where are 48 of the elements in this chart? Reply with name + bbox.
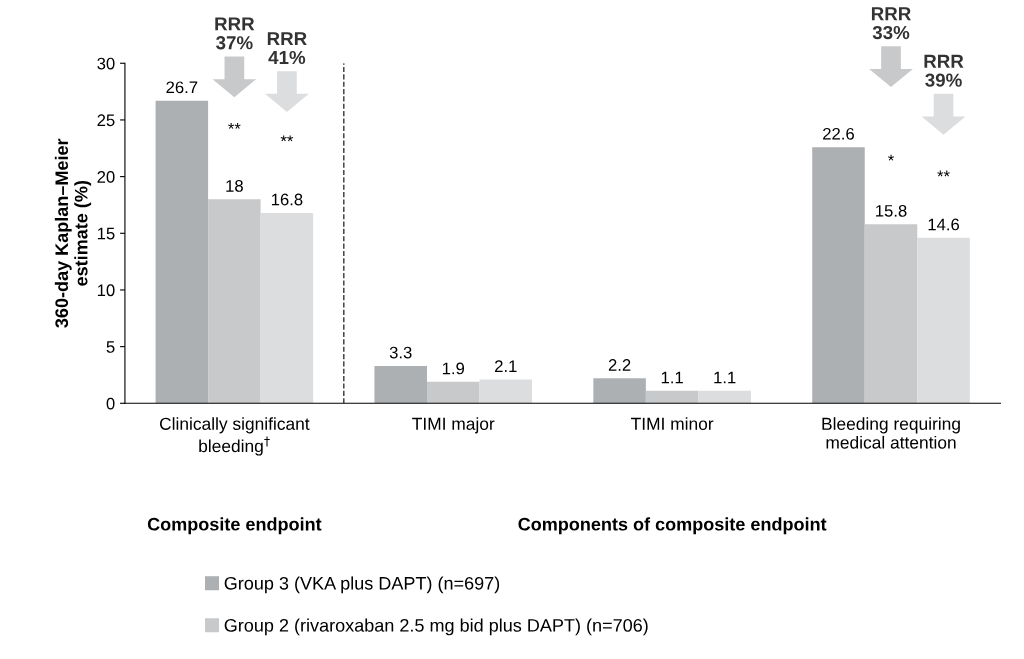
data-label: 3.3	[389, 346, 412, 359]
x-tick-label: Clinically significant bleeding$^{†}$	[159, 417, 310, 456]
bar	[917, 237, 970, 404]
data-label: 15.8	[876, 204, 907, 217]
annotation: **	[280, 135, 294, 142]
bar	[426, 381, 480, 404]
annotation: *	[888, 154, 894, 161]
x-tick-label: Bleeding requiring medical attention	[822, 417, 960, 449]
bar	[698, 390, 751, 404]
data-label: 18	[226, 180, 243, 192]
annotation: RRR 39%	[924, 54, 964, 87]
annotation: **	[228, 122, 241, 129]
y-tick-label: 30	[97, 57, 115, 70]
data-label: 1.1	[661, 371, 683, 384]
data-label: 2.2	[608, 359, 631, 371]
data-label: 26.7	[166, 81, 198, 94]
data-label: 2.1	[495, 360, 517, 372]
data-label: 14.6	[928, 218, 960, 231]
y-axis-title: 360-day Kaplan–Meier estimate (%)	[54, 138, 92, 328]
text: Composite endpoint	[147, 517, 322, 535]
bar	[593, 378, 646, 404]
bar	[155, 100, 209, 404]
y-tick-label: 25	[97, 114, 115, 127]
bar	[645, 390, 699, 404]
y-tick-label: 15	[97, 227, 115, 240]
legend-label: Group 3 (VKA plus DAPT) (n=697)	[224, 576, 500, 594]
x-tick-label: TIMI major	[412, 417, 495, 434]
data-label: 16.8	[271, 193, 303, 206]
y-tick-label: 5	[106, 341, 115, 353]
y-tick-label: 10	[97, 284, 115, 297]
y-tick-label: 20	[97, 171, 115, 183]
text: RRR 37%	[215, 17, 255, 50]
data-label: 22.6	[823, 127, 854, 140]
bar	[479, 379, 533, 404]
data-label: 1.1	[714, 371, 736, 384]
bar	[812, 147, 865, 404]
y-tick-label: 0	[106, 397, 115, 410]
bar	[374, 365, 427, 404]
text: Components of composite endpoint	[518, 517, 827, 535]
bar	[260, 212, 314, 404]
annotation: **	[937, 170, 950, 177]
annotation: RRR 41%	[267, 32, 307, 65]
bar	[208, 199, 261, 404]
data-label: 1.9	[442, 362, 465, 375]
bar	[864, 224, 918, 404]
legend-label: Group 2 (rivaroxaban 2.5 mg bid plus DAPT) (n=706)	[224, 618, 648, 636]
x-tick-label: TIMI minor	[631, 417, 714, 430]
text: RRR 33%	[871, 7, 911, 40]
